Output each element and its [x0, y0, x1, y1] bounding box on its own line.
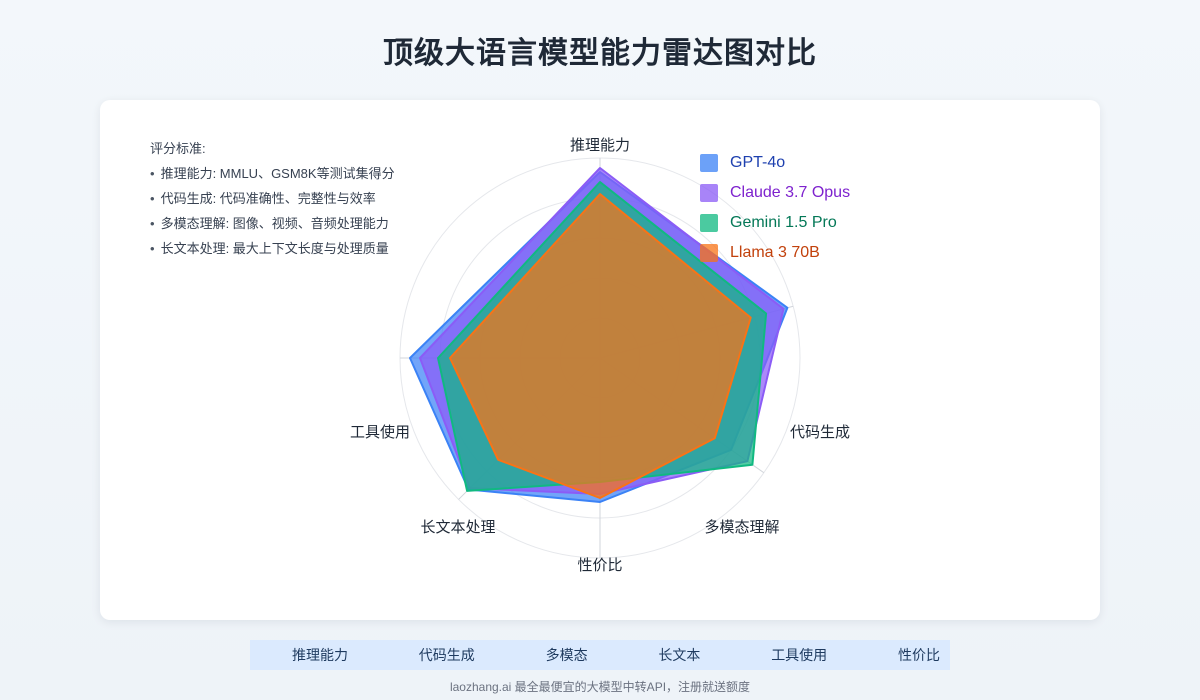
- legend-swatch: [700, 184, 718, 202]
- axis-label: 推理能力: [570, 137, 630, 154]
- nav-item-tool-use[interactable]: 工具使用: [771, 647, 828, 663]
- dimension-nav: 推理能力 代码生成 多模态 长文本 工具使用 性价比: [250, 640, 950, 670]
- legend-item[interactable]: Claude 3.7 Opus: [700, 178, 850, 208]
- legend-label: Llama 3 70B: [730, 244, 820, 261]
- criteria-item: 长文本处理: 最大上下文长度与处理质量: [150, 236, 395, 261]
- legend-swatch: [700, 214, 718, 232]
- legend-item[interactable]: GPT-4o: [700, 148, 850, 178]
- series-area-3: [449, 193, 752, 499]
- legend-label: Gemini 1.5 Pro: [730, 214, 837, 231]
- legend-item[interactable]: Gemini 1.5 Pro: [700, 208, 850, 238]
- legend-item[interactable]: Llama 3 70B: [700, 238, 850, 268]
- chart-legend: GPT-4o Claude 3.7 Opus Gemini 1.5 Pro Llama…: [700, 148, 850, 268]
- axis-label: 代码生成: [790, 424, 850, 441]
- nav-item-long-context[interactable]: 长文本: [658, 647, 701, 663]
- legend-label: Claude 3.7 Opus: [730, 184, 851, 201]
- axis-label: 多模态理解: [704, 519, 779, 536]
- criteria-item: 多模态理解: 图像、视频、音频处理能力: [150, 211, 395, 236]
- axis-label: 长文本处理: [420, 519, 495, 536]
- nav-item-cost-performance[interactable]: 性价比: [897, 647, 940, 663]
- footer-text: laozhang.ai 最全最便宜的大模型中转API，注册就送额度: [449, 680, 751, 694]
- criteria-item: 代码生成: 代码准确性、完整性与效率: [150, 186, 395, 211]
- page-title: 顶级大语言模型能力雷达图对比: [383, 37, 817, 70]
- legend-swatch: [700, 154, 718, 172]
- criteria-item: 推理能力: MMLU、GSM8K等测试集得分: [150, 161, 395, 186]
- axis-label: 工具使用: [350, 424, 410, 441]
- nav-item-reasoning[interactable]: 推理能力: [292, 647, 348, 663]
- legend-label: GPT-4o: [730, 154, 786, 171]
- criteria-list: 推理能力: MMLU、GSM8K等测试集得分 代码生成: 代码准确性、完整性与效…: [150, 161, 395, 261]
- criteria-heading: 评分标准:: [150, 141, 206, 156]
- nav-item-coding[interactable]: 代码生成: [418, 647, 475, 663]
- legend-swatch: [700, 244, 718, 262]
- axis-label: 性价比: [577, 557, 622, 574]
- scoring-criteria: 评分标准: 推理能力: MMLU、GSM8K等测试集得分 代码生成: 代码准确性…: [150, 136, 395, 261]
- nav-item-multimodal[interactable]: 多模态: [545, 647, 588, 663]
